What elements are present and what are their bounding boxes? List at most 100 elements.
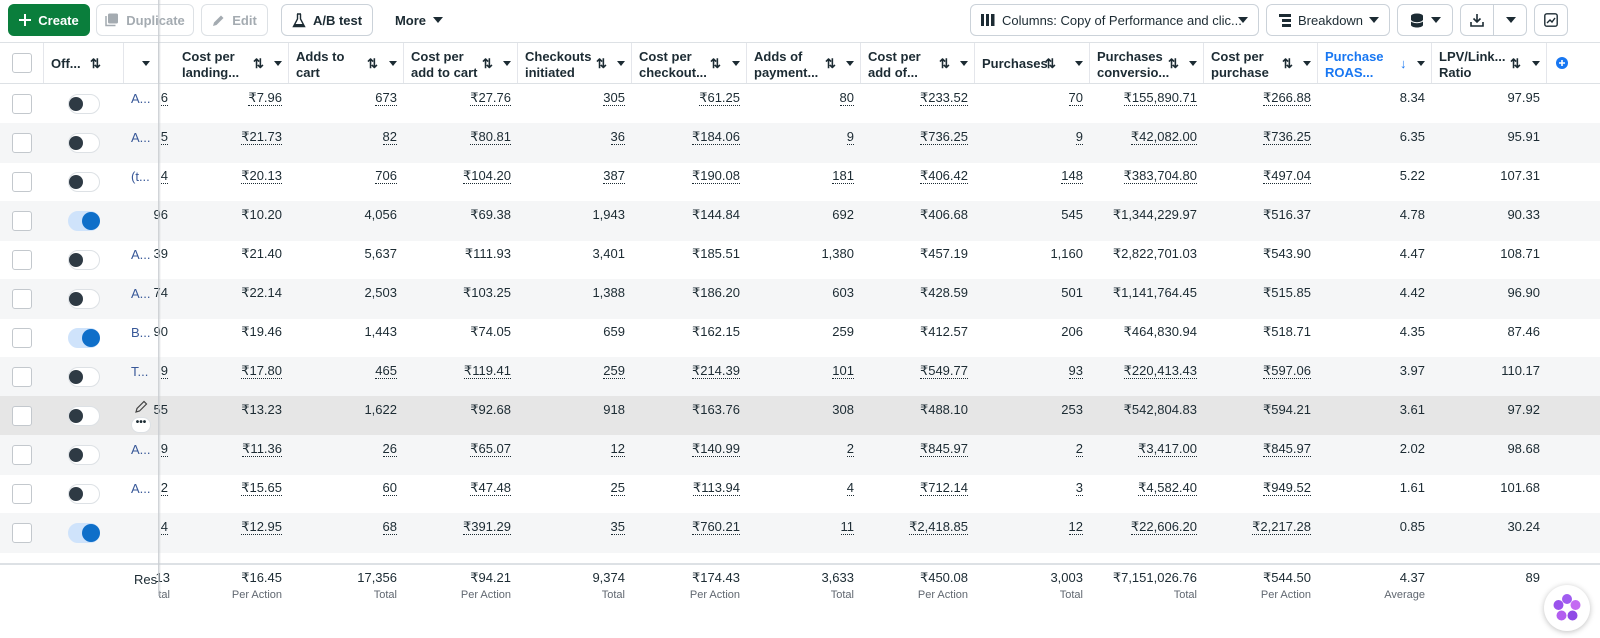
ab-test-button[interactable]: A/B test <box>281 4 373 36</box>
ad-status-toggle[interactable] <box>68 94 100 114</box>
ad-status-toggle[interactable] <box>68 445 100 465</box>
ad-status-toggle[interactable] <box>68 523 100 543</box>
ad-status-toggle[interactable] <box>68 406 100 426</box>
header-purchases-conversion[interactable]: Purchases conversio... ⇅ <box>1090 43 1204 83</box>
more-dropdown[interactable]: More <box>384 4 454 36</box>
ad-name-link[interactable]: A... <box>131 481 151 496</box>
export-button[interactable] <box>1461 5 1494 35</box>
ad-name-link[interactable]: B... <box>131 325 151 340</box>
row-checkbox[interactable] <box>12 523 32 543</box>
table-row[interactable]: A...39₹21.405,637₹111.933,401₹185.511,38… <box>0 240 1600 280</box>
ad-status-toggle[interactable] <box>68 289 100 309</box>
header-purchase-roas[interactable]: Purchase ROAS... ↓ <box>1318 43 1432 83</box>
table-row[interactable]: A... 2 ₹15.65 60 ₹47.48 25 ₹113.94 4 ₹712.14 3 ₹4,… <box>0 474 1600 514</box>
header-cost-per-add-of[interactable]: Cost per add of... ⇅ <box>861 43 975 83</box>
header-lpv-link-ratio[interactable]: LPV/Link... Ratio ⇅ <box>1432 43 1547 83</box>
row-checkbox[interactable] <box>12 94 32 114</box>
table-row[interactable]: A...74₹22.142,503₹103.251,388₹186.20603₹… <box>0 279 1600 319</box>
caret-down-icon[interactable] <box>1417 61 1425 66</box>
columns-dropdown[interactable]: Columns: Copy of Performance and clic... <box>970 4 1259 36</box>
duplicate-button[interactable]: Duplicate <box>96 4 194 36</box>
sort-icon[interactable]: ⇅ <box>1282 56 1293 71</box>
reports-dropdown[interactable] <box>1397 4 1453 36</box>
sort-descending-icon[interactable]: ↓ <box>1400 56 1407 71</box>
ad-name-link[interactable]: A... <box>131 286 151 301</box>
ad-status-toggle[interactable] <box>68 484 100 504</box>
table-row[interactable]: B...90₹19.461,443₹74.05659₹162.15259₹412… <box>0 318 1600 358</box>
header-cost-per-landing[interactable]: Cost per landing... ⇅ <box>175 43 289 83</box>
header-purchases[interactable]: Purchases ⇅ <box>975 43 1090 83</box>
table-row[interactable]: T... 9 ₹17.80 465 ₹119.41 259 ₹214.39 101 ₹549.7… <box>0 357 1600 397</box>
ad-status-toggle[interactable] <box>68 250 100 270</box>
header-off-on[interactable]: Off... ⇅ <box>44 43 124 83</box>
row-checkbox[interactable] <box>12 328 32 348</box>
ad-status-toggle[interactable] <box>68 133 100 153</box>
table-row[interactable]: (t... 4 ₹20.13 706 ₹104.20 387 ₹190.08 181 ₹406.… <box>0 162 1600 202</box>
caret-down-icon[interactable] <box>1532 61 1540 66</box>
sort-icon[interactable]: ⇅ <box>1510 56 1521 71</box>
ad-status-toggle[interactable] <box>68 328 100 348</box>
row-checkbox[interactable] <box>12 172 32 192</box>
caret-down-icon[interactable] <box>1303 61 1311 66</box>
ad-name-link[interactable]: A... <box>131 442 151 457</box>
row-checkbox[interactable] <box>12 133 32 153</box>
ad-name-link[interactable]: T... <box>131 364 149 379</box>
edit-button[interactable]: Edit <box>201 4 268 36</box>
row-checkbox[interactable] <box>12 367 32 387</box>
caret-down-icon[interactable] <box>617 61 625 66</box>
sort-icon[interactable]: ⇅ <box>367 56 378 71</box>
ad-status-toggle[interactable] <box>68 367 100 387</box>
row-checkbox[interactable] <box>12 484 32 504</box>
ad-name-link[interactable]: A... <box>131 130 151 145</box>
caret-down-icon[interactable] <box>960 61 968 66</box>
caret-down-icon[interactable] <box>1075 61 1083 66</box>
caret-down-icon[interactable] <box>389 61 397 66</box>
caret-down-icon[interactable] <box>274 61 282 66</box>
table-row[interactable]: A... 9 ₹11.36 26 ₹65.07 12 ₹140.99 2 ₹845.97 2 ₹3,… <box>0 435 1600 475</box>
row-checkbox[interactable] <box>12 406 32 426</box>
sort-icon[interactable]: ⇅ <box>596 56 607 71</box>
sort-icon[interactable]: ⇅ <box>1168 56 1179 71</box>
assistant-button[interactable] <box>1544 585 1590 631</box>
sort-icon[interactable]: ⇅ <box>482 56 493 71</box>
table-row[interactable]: 96₹10.204,056₹69.381,943₹144.84692₹406.6… <box>0 201 1600 241</box>
ad-name-link[interactable]: A... <box>131 247 151 262</box>
row-checkbox[interactable] <box>12 445 32 465</box>
header-name[interactable] <box>124 43 159 83</box>
more-options-icon[interactable]: ••• <box>131 417 151 433</box>
sort-icon[interactable]: ⇅ <box>825 56 836 71</box>
select-all-checkbox[interactable] <box>12 53 32 73</box>
export-split-button[interactable] <box>1460 4 1527 36</box>
ad-name-link[interactable]: A... <box>131 91 151 106</box>
charts-button[interactable] <box>1534 4 1568 36</box>
caret-down-icon[interactable] <box>846 61 854 66</box>
header-cost-per-checkout[interactable]: Cost per checkout... ⇅ <box>632 43 747 83</box>
header-adds-of-payment[interactable]: Adds of payment... ⇅ <box>747 43 861 83</box>
caret-down-icon[interactable] <box>503 61 511 66</box>
header-cost-per-purchase[interactable]: Cost per purchase ⇅ <box>1204 43 1318 83</box>
pencil-icon[interactable] <box>135 400 148 413</box>
header-cost-per-add-to-cart[interactable]: Cost per add to cart ⇅ <box>404 43 518 83</box>
sort-icon[interactable]: ⇅ <box>253 56 264 71</box>
ad-status-toggle[interactable] <box>68 211 100 231</box>
caret-down-icon[interactable] <box>732 61 740 66</box>
table-row[interactable]: •••55₹13.231,622₹92.68918₹163.76308₹488.… <box>0 396 1600 436</box>
ad-status-toggle[interactable] <box>68 172 100 192</box>
sort-icon[interactable]: ⇅ <box>939 56 950 71</box>
sort-icon[interactable]: ⇅ <box>1045 56 1056 71</box>
table-row[interactable]: 4 ₹12.95 68 ₹391.29 35 ₹760.21 11 ₹2,418.85 12 ₹2… <box>0 513 1600 553</box>
export-menu-button[interactable] <box>1494 5 1527 35</box>
add-column-icon[interactable] <box>1556 57 1568 69</box>
ad-name-link[interactable]: (t... <box>131 169 150 184</box>
header-checkouts-initiated[interactable]: Checkouts initiated ⇅ <box>518 43 632 83</box>
table-row[interactable]: A... 6 ₹7.96 673 ₹27.76 305 ₹61.25 80 ₹233.52 70 ₹… <box>0 84 1600 124</box>
table-row[interactable]: A... 5 ₹21.73 82 ₹80.81 36 ₹184.06 9 ₹736.25 9 ₹42… <box>0 123 1600 163</box>
row-checkbox[interactable] <box>12 250 32 270</box>
caret-down-icon[interactable] <box>1189 61 1197 66</box>
caret-down-icon[interactable] <box>142 61 150 66</box>
row-checkbox[interactable] <box>12 289 32 309</box>
sort-icon[interactable]: ⇅ <box>90 56 101 71</box>
sort-icon[interactable]: ⇅ <box>710 56 721 71</box>
breakdown-dropdown[interactable]: Breakdown <box>1266 4 1390 36</box>
row-checkbox[interactable] <box>12 211 32 231</box>
